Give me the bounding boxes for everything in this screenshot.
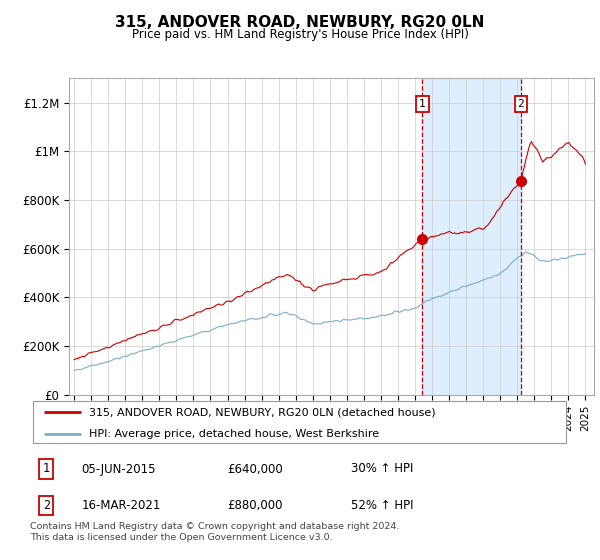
Text: HPI: Average price, detached house, West Berkshire: HPI: Average price, detached house, West… — [89, 429, 380, 439]
Text: 1: 1 — [43, 463, 50, 475]
Text: Contains HM Land Registry data © Crown copyright and database right 2024.
This d: Contains HM Land Registry data © Crown c… — [30, 522, 400, 542]
Text: 2: 2 — [43, 499, 50, 512]
Text: 52% ↑ HPI: 52% ↑ HPI — [352, 499, 414, 512]
Text: 315, ANDOVER ROAD, NEWBURY, RG20 0LN: 315, ANDOVER ROAD, NEWBURY, RG20 0LN — [115, 15, 485, 30]
Text: 2: 2 — [517, 99, 524, 109]
Text: 05-JUN-2015: 05-JUN-2015 — [82, 463, 156, 475]
Text: 315, ANDOVER ROAD, NEWBURY, RG20 0LN (detached house): 315, ANDOVER ROAD, NEWBURY, RG20 0LN (de… — [89, 407, 436, 417]
Text: £880,000: £880,000 — [227, 499, 283, 512]
Text: £640,000: £640,000 — [227, 463, 283, 475]
Bar — [422, 78, 521, 395]
FancyBboxPatch shape — [33, 401, 566, 444]
Text: Price paid vs. HM Land Registry's House Price Index (HPI): Price paid vs. HM Land Registry's House … — [131, 28, 469, 41]
Text: 30% ↑ HPI: 30% ↑ HPI — [352, 463, 413, 475]
Text: 16-MAR-2021: 16-MAR-2021 — [82, 499, 161, 512]
Text: 1: 1 — [419, 99, 426, 109]
